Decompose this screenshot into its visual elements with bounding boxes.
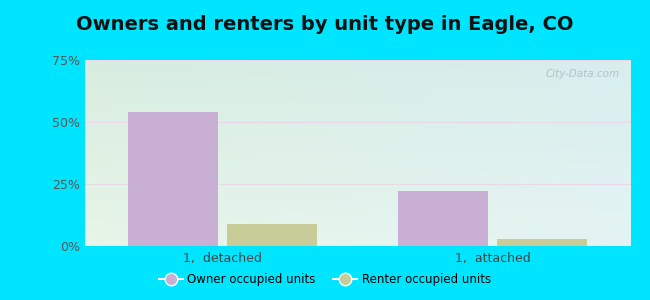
Bar (128, 112, 218, 246)
Text: Owners and renters by unit type in Eagle, CO: Owners and renters by unit type in Eagle… (76, 15, 574, 34)
Bar (227, 224, 317, 246)
Bar (497, 238, 587, 246)
Legend: Owner occupied units, Renter occupied units: Owner occupied units, Renter occupied un… (154, 269, 496, 291)
Text: City-Data.com: City-Data.com (545, 69, 619, 79)
Bar (398, 191, 488, 246)
